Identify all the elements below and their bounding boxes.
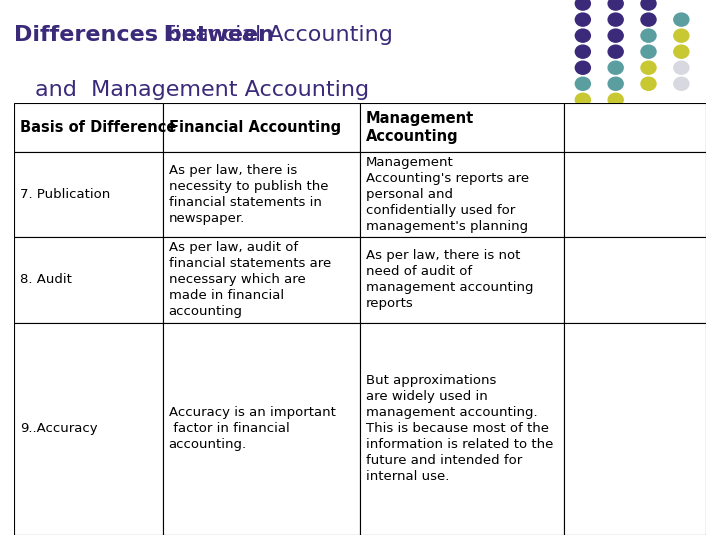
Circle shape	[575, 77, 590, 90]
Circle shape	[608, 61, 624, 74]
Circle shape	[575, 61, 590, 74]
Circle shape	[608, 93, 624, 106]
Bar	[564, 103, 706, 152]
Bar	[564, 323, 706, 535]
Text: 8. Audit: 8. Audit	[20, 273, 72, 286]
Text: But approximations
are widely used in
management accounting.
This is because mos: But approximations are widely used in ma…	[366, 374, 553, 483]
Bar	[360, 323, 564, 535]
Circle shape	[674, 13, 689, 26]
Text: Financial Accounting: Financial Accounting	[168, 120, 341, 135]
Circle shape	[575, 93, 590, 106]
Text: Differences between: Differences between	[14, 24, 274, 45]
Bar	[163, 103, 360, 152]
Circle shape	[575, 0, 590, 10]
Text: As per law, there is not
need of audit of
management accounting
reports: As per law, there is not need of audit o…	[366, 249, 533, 310]
Circle shape	[641, 29, 656, 42]
Circle shape	[674, 29, 689, 42]
Bar	[360, 103, 564, 152]
Circle shape	[641, 61, 656, 74]
Circle shape	[674, 77, 689, 90]
Circle shape	[641, 0, 656, 10]
Circle shape	[641, 13, 656, 26]
Bar	[14, 103, 163, 152]
Text: 9..Accuracy: 9..Accuracy	[20, 422, 97, 435]
Text: As per law, audit of
financial statements are
necessary which are
made in financ: As per law, audit of financial statement…	[168, 241, 330, 318]
Text: and  Management Accounting: and Management Accounting	[35, 79, 369, 100]
Circle shape	[575, 45, 590, 58]
Text: Accuracy is an important
 factor in financial
accounting.: Accuracy is an important factor in finan…	[168, 406, 336, 451]
Circle shape	[608, 0, 624, 10]
Circle shape	[674, 61, 689, 74]
Bar	[564, 237, 706, 323]
Bar	[163, 323, 360, 535]
Bar	[14, 152, 163, 237]
Bar	[14, 323, 163, 535]
Text: 7. Publication: 7. Publication	[20, 188, 110, 201]
Bar	[564, 152, 706, 237]
Circle shape	[641, 45, 656, 58]
Circle shape	[575, 29, 590, 42]
Bar	[14, 237, 163, 323]
Circle shape	[641, 77, 656, 90]
Circle shape	[608, 77, 624, 90]
Circle shape	[608, 29, 624, 42]
Text: Basis of Difference: Basis of Difference	[20, 120, 176, 135]
Text: Management
Accounting: Management Accounting	[366, 111, 474, 144]
Bar	[360, 237, 564, 323]
Text: As per law, there is
necessity to publish the
financial statements in
newspaper.: As per law, there is necessity to publis…	[168, 164, 328, 225]
Bar	[163, 237, 360, 323]
Circle shape	[575, 13, 590, 26]
Text: Financial Accounting: Financial Accounting	[14, 24, 393, 45]
Circle shape	[608, 13, 624, 26]
Bar	[360, 152, 564, 237]
Bar	[163, 152, 360, 237]
Circle shape	[674, 45, 689, 58]
Circle shape	[608, 45, 624, 58]
Text: Management
Accounting's reports are
personal and
confidentially used for
managem: Management Accounting's reports are pers…	[366, 156, 528, 233]
